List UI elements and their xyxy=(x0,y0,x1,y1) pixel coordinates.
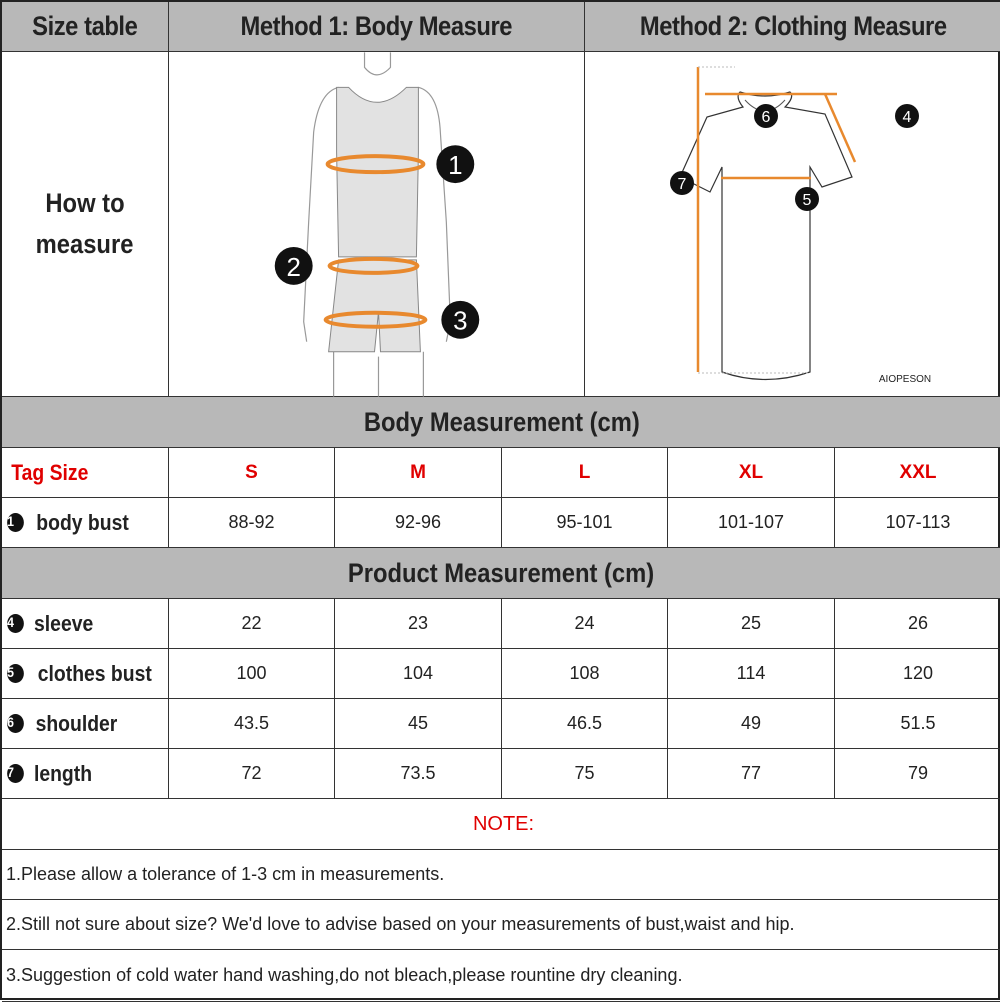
value-cell: 25 xyxy=(668,599,835,649)
brand-label: AIOPESON xyxy=(879,374,931,385)
value-cell: 104 xyxy=(335,649,502,699)
marker-1: 1 xyxy=(448,152,462,180)
note-item: 1.Please allow a tolerance of 1-3 cm in … xyxy=(2,850,1000,900)
body-measure-illustration: 1 2 3 xyxy=(169,51,585,397)
number-marker-icon: 7 xyxy=(7,764,24,783)
size-xl: XL xyxy=(668,448,835,498)
size-xxl: XXL xyxy=(835,448,1000,498)
value-cell: 114 xyxy=(668,649,835,699)
value-cell: 51.5 xyxy=(835,699,1000,749)
body-measurement-title: Body Measurement (cm) xyxy=(2,397,1000,448)
number-marker-icon: 5 xyxy=(7,664,24,683)
how-to-measure-label: How to measure xyxy=(2,52,169,397)
value-cell: 108 xyxy=(502,649,668,699)
row-label: 6 shoulder xyxy=(2,699,169,749)
marker-2: 2 xyxy=(286,253,300,281)
number-marker-icon: 1 xyxy=(7,513,24,532)
note-item: 2.Still not sure about size? We'd love t… xyxy=(2,900,1000,950)
marker-6: 6 xyxy=(762,109,771,126)
value-cell: 46.5 xyxy=(502,699,668,749)
row-label-text: clothes bust xyxy=(37,660,152,686)
tag-size-label: Tag Size xyxy=(2,448,169,498)
value-cell: 79 xyxy=(835,749,1000,799)
value-cell: 24 xyxy=(502,599,668,649)
size-s: S xyxy=(169,448,335,498)
number-marker-icon: 4 xyxy=(7,614,24,633)
value-cell: 45 xyxy=(335,699,502,749)
marker-3: 3 xyxy=(453,307,467,335)
marker-7: 7 xyxy=(678,176,687,193)
header-method-1: Method 1: Body Measure xyxy=(169,2,585,52)
row-label: 7 length xyxy=(2,749,169,799)
row-label: 1 body bust xyxy=(2,498,169,548)
header-method-2: Method 2: Clothing Measure xyxy=(585,2,1000,52)
value-cell: 77 xyxy=(668,749,835,799)
row-label-text: body bust xyxy=(36,509,129,535)
row-label-text: length xyxy=(33,760,93,786)
note-item: 3.Suggestion of cold water hand washing,… xyxy=(2,950,1000,1002)
row-label-text: shoulder xyxy=(35,710,118,736)
size-m: M xyxy=(335,448,502,498)
value-cell: 43.5 xyxy=(169,699,335,749)
value-cell: 22 xyxy=(169,599,335,649)
row-label: 5 clothes bust xyxy=(2,649,169,699)
value-cell: 101-107 xyxy=(668,498,835,548)
clothing-measure-illustration: 6 4 5 7 AIOPESON xyxy=(585,52,1000,397)
value-cell: 88-92 xyxy=(169,498,335,548)
value-cell: 100 xyxy=(169,649,335,699)
marker-5: 5 xyxy=(803,192,812,209)
value-cell: 75 xyxy=(502,749,668,799)
size-l: L xyxy=(502,448,668,498)
row-label: 4 sleeve xyxy=(2,599,169,649)
value-cell: 92-96 xyxy=(335,498,502,548)
value-cell: 120 xyxy=(835,649,1000,699)
row-label-text: sleeve xyxy=(34,610,94,636)
value-cell: 23 xyxy=(335,599,502,649)
value-cell: 26 xyxy=(835,599,1000,649)
value-cell: 49 xyxy=(668,699,835,749)
value-cell: 95-101 xyxy=(502,498,668,548)
value-cell: 107-113 xyxy=(835,498,1000,548)
number-marker-icon: 6 xyxy=(7,714,24,733)
header-size-table: Size table xyxy=(2,2,169,52)
value-cell: 73.5 xyxy=(335,749,502,799)
value-cell: 72 xyxy=(169,749,335,799)
product-measurement-title: Product Measurement (cm) xyxy=(2,548,1000,599)
note-title: NOTE: xyxy=(2,799,1000,850)
marker-4: 4 xyxy=(903,109,912,126)
